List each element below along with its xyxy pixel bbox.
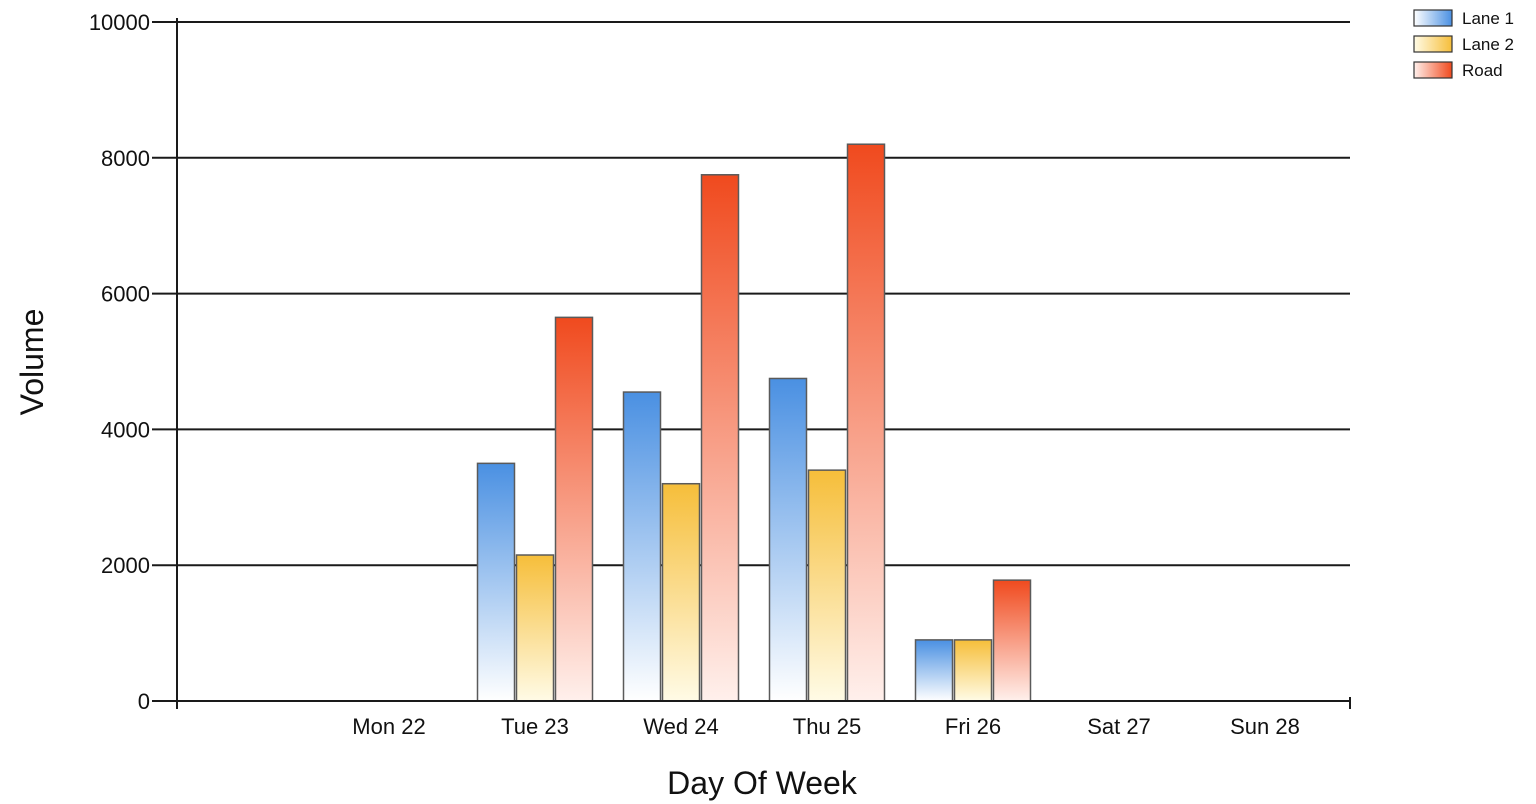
y-tick-label: 6000 (101, 282, 150, 307)
bar-road-fri-26 (992, 579, 1032, 702)
legend-label: Lane 2 (1462, 35, 1514, 54)
bars (476, 143, 1032, 702)
y-tick-label: 8000 (101, 146, 150, 171)
x-tick-label: Fri 26 (945, 714, 1001, 739)
bar-road-thu-25 (846, 143, 886, 702)
y-tick-label: 4000 (101, 417, 150, 442)
y-tick-label: 0 (138, 689, 150, 714)
legend-label: Lane 1 (1462, 9, 1514, 28)
x-axis-title: Day Of Week (667, 765, 858, 801)
x-tick-label: Tue 23 (501, 714, 569, 739)
bar-road-tue-23 (554, 316, 594, 702)
x-tick-label: Sun 28 (1230, 714, 1300, 739)
gridlines (152, 21, 1350, 567)
x-tick-label: Mon 22 (352, 714, 425, 739)
x-tick-label: Wed 24 (643, 714, 718, 739)
bar-road-wed-24 (700, 174, 740, 702)
legend-swatch-lane-2 (1413, 35, 1453, 53)
legend-swatch-lane-1 (1413, 9, 1453, 27)
legend-label: Road (1462, 61, 1503, 80)
bar-lane-1-tue-23 (476, 462, 516, 702)
x-tick-label: Sat 27 (1087, 714, 1151, 739)
x-tick-labels: Mon 22 Tue 23 Wed 24 Thu 25 Fri 26 Sat 27 Sun … (352, 714, 1300, 739)
bar-lane-2-thu-25 (807, 469, 847, 702)
legend: Lane 1 Lane 2 Road (1413, 9, 1514, 80)
y-tick-label: 10000 (89, 10, 150, 35)
bar-lane-1-fri-26 (914, 639, 954, 702)
bar-lane-1-wed-24 (622, 391, 662, 702)
bar-lane-2-fri-26 (953, 639, 993, 702)
y-tick-labels: 0 2000 4000 6000 8000 10000 (89, 10, 150, 714)
bar-lane-2-tue-23 (515, 554, 555, 702)
axes (152, 18, 1351, 709)
x-tick-label: Thu 25 (793, 714, 862, 739)
bar-lane-1-thu-25 (768, 377, 808, 702)
bar-lane-2-wed-24 (661, 482, 701, 702)
legend-swatch-road (1413, 61, 1453, 79)
y-axis-title: Volume (14, 309, 50, 416)
y-tick-label: 2000 (101, 553, 150, 578)
